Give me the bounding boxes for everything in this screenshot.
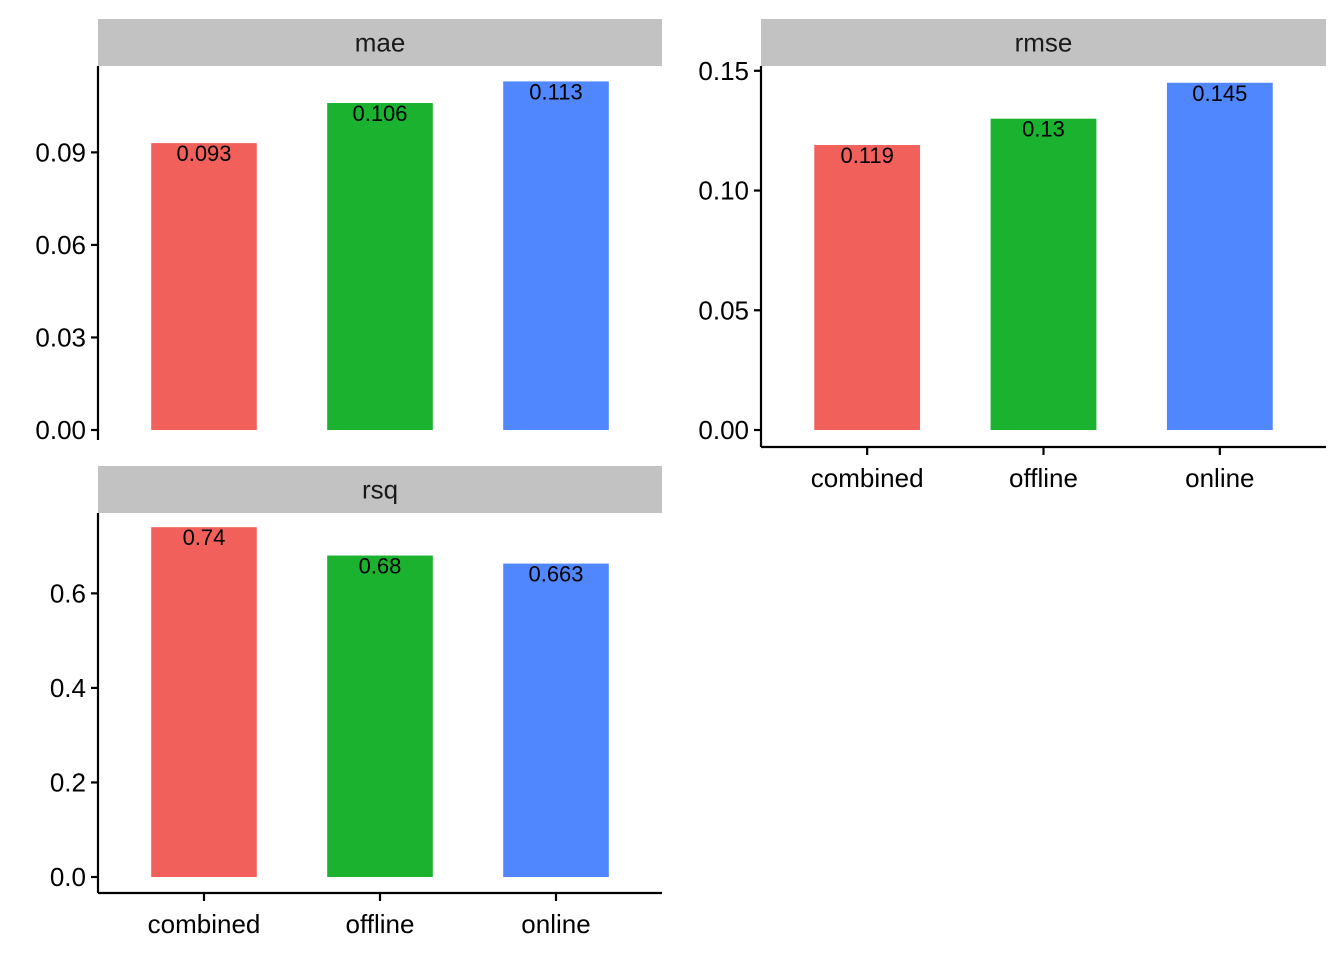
x-tick-label-rsq-online: online [521, 909, 590, 939]
facet-strip-rsq [98, 466, 662, 513]
data-label-rmse-offline: 0.13 [1022, 117, 1065, 142]
x-tick-label-rsq-offline: offline [346, 909, 415, 939]
facet-panel-rsq: rsq 0.74 0.68 0.663 0.0 0.2 0.4 0.6 combined offl… [50, 466, 662, 939]
data-label-mae-online: 0.113 [529, 79, 582, 104]
facet-title-mae: mae [355, 28, 406, 58]
y-tick-label-rsq-0: 0.0 [50, 862, 86, 892]
data-label-rsq-combined: 0.74 [183, 525, 226, 550]
bar-rmse-combined [814, 145, 921, 431]
data-label-rmse-online: 0.145 [1192, 81, 1247, 106]
y-tick-label-rsq-2: 0.4 [50, 673, 86, 703]
data-label-rsq-offline: 0.68 [359, 554, 402, 579]
x-tick-label-rmse-online: online [1185, 463, 1254, 493]
facet-title-rsq: rsq [362, 475, 398, 505]
bar-rsq-combined [151, 527, 257, 877]
y-tick-label-mae-3: 0.09 [35, 137, 86, 167]
y-tick-label-mae-1: 0.03 [35, 322, 86, 352]
y-tick-label-mae-2: 0.06 [35, 230, 86, 260]
y-tick-label-rsq-3: 0.6 [50, 578, 86, 608]
x-tick-label-rsq-combined: combined [148, 909, 261, 939]
y-tick-label-rmse-3: 0.15 [698, 56, 749, 86]
y-tick-label-rmse-2: 0.10 [698, 176, 749, 206]
facet-panel-rmse: rmse 0.119 0.13 0.145 0.00 0.05 0.10 0.15 combin… [698, 19, 1326, 493]
y-tick-label-rsq-1: 0.2 [50, 767, 86, 797]
data-label-mae-offline: 0.106 [352, 101, 407, 126]
bar-mae-online [503, 81, 609, 430]
bar-rsq-offline [327, 555, 433, 877]
facet-panel-mae: mae 0.093 0.106 0.113 0.00 0.03 0.06 0.09 [35, 19, 662, 445]
bar-rmse-offline [990, 118, 1097, 431]
y-tick-label-rmse-1: 0.05 [698, 295, 749, 325]
facet-strip-rmse [761, 19, 1326, 66]
bar-rsq-online [503, 563, 609, 877]
facet-strip-mae [98, 19, 662, 66]
data-label-mae-combined: 0.093 [176, 141, 231, 166]
x-tick-label-rmse-offline: offline [1009, 463, 1078, 493]
y-tick-label-mae-0: 0.00 [35, 415, 86, 445]
bar-rmse-online [1166, 82, 1273, 431]
data-label-rmse-combined: 0.119 [840, 143, 893, 168]
bar-mae-offline [327, 103, 433, 430]
data-label-rsq-online: 0.663 [528, 562, 583, 587]
x-tick-label-rmse-combined: combined [811, 463, 924, 493]
facet-title-rmse: rmse [1015, 28, 1073, 58]
y-tick-label-rmse-0: 0.00 [698, 415, 749, 445]
bar-mae-combined [151, 143, 257, 430]
